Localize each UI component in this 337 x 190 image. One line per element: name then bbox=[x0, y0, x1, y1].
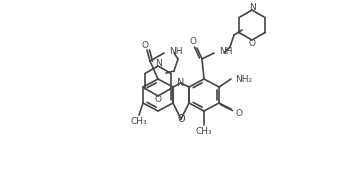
Text: N: N bbox=[155, 59, 161, 67]
Text: NH₂: NH₂ bbox=[235, 74, 252, 83]
Text: O: O bbox=[248, 39, 255, 48]
Text: O: O bbox=[142, 40, 149, 50]
Text: O: O bbox=[154, 94, 161, 104]
Text: N: N bbox=[249, 2, 255, 12]
Text: NH: NH bbox=[219, 47, 233, 55]
Text: CH₃: CH₃ bbox=[131, 116, 147, 126]
Text: O: O bbox=[236, 108, 243, 117]
Text: N: N bbox=[177, 78, 185, 88]
Text: O: O bbox=[189, 37, 196, 47]
Text: CH₃: CH₃ bbox=[196, 127, 212, 135]
Text: NH: NH bbox=[169, 47, 183, 55]
Text: O: O bbox=[177, 114, 185, 124]
